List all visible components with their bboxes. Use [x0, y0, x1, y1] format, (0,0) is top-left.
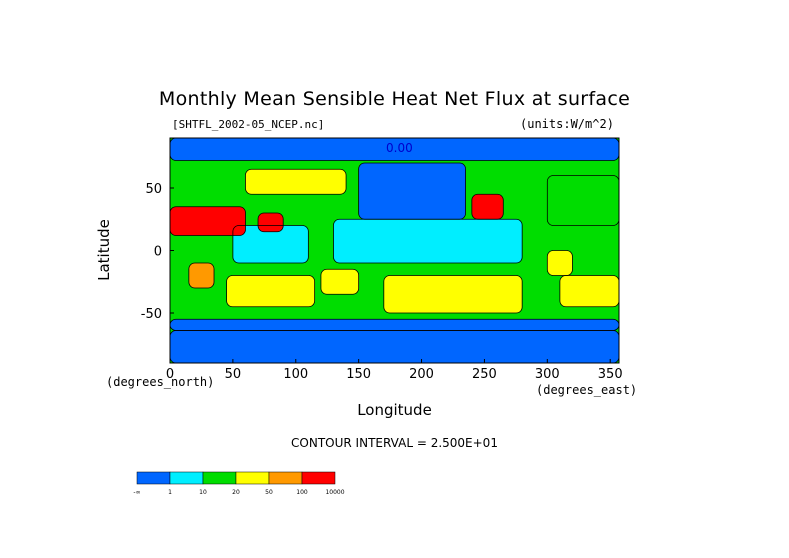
x-tick-label-100: 100	[283, 367, 308, 382]
x-tick-label-200: 200	[409, 367, 434, 382]
region-north-atlantic	[547, 175, 619, 226]
contour-value-label: 0.00	[386, 141, 413, 155]
contour-antarctica	[170, 330, 619, 363]
legend-swatch-5	[301, 471, 336, 485]
contour-tropical-pacific	[333, 218, 523, 264]
region-siberia	[245, 169, 347, 195]
region-north-pacific	[358, 163, 466, 220]
legend-label-2: 10	[199, 489, 207, 496]
x-tick-label-150: 150	[346, 367, 371, 382]
contour-arctic-ocean	[170, 138, 619, 161]
y-tick-label-50: 50	[145, 182, 162, 197]
region-india	[258, 213, 284, 232]
region-north-america-sw	[471, 194, 504, 220]
x-tick-label-350: 350	[598, 367, 623, 382]
y-tick-label-0: 0	[154, 245, 162, 260]
contour-siberia	[245, 168, 347, 195]
legend-swatch-2	[202, 471, 237, 485]
region-southern-ocean-belt	[170, 319, 619, 331]
contour-south-indian-ocean	[226, 275, 316, 308]
y-axis-ticks: -50 0 50	[141, 182, 174, 322]
x-tick-label-50: 50	[225, 367, 242, 382]
region-south-indian-ocean	[226, 275, 315, 307]
chart-title: Monthly Mean Sensible Heat Net Flux at s…	[158, 88, 631, 110]
contour-south-pacific	[383, 275, 523, 314]
legend-label-5: 100	[296, 489, 308, 496]
legend-swatch-0	[136, 471, 171, 485]
x-axis-ticks: 0 50 100 150 200 250 300 350	[166, 359, 623, 382]
contour-sahara-arabia	[170, 206, 246, 236]
region-tropical-pacific	[333, 219, 523, 263]
file-label: [SHTFL_2002-05_NCEP.nc]	[172, 118, 325, 131]
legend-swatch-4	[268, 471, 303, 485]
color-legend: -∞ 1 10 20 50 100 10000	[133, 471, 345, 496]
region-south-pacific	[383, 275, 523, 313]
x-tick-label-0: 0	[166, 367, 174, 382]
legend-swatch-3	[235, 471, 270, 485]
legend-label-0: -∞	[133, 489, 140, 496]
contour-australia	[320, 268, 360, 295]
x-tick-label-300: 300	[535, 367, 560, 382]
legend-label-6: 10000	[325, 489, 344, 496]
contour-south-america-east	[546, 250, 573, 276]
legend-swatch-1	[169, 471, 204, 485]
region-antarctica	[170, 330, 619, 363]
units-label: (units:W/m^2)	[520, 117, 614, 131]
region-southern-africa	[188, 263, 215, 288]
x-axis-units: (degrees_east)	[536, 383, 638, 397]
contour-india	[257, 212, 284, 233]
y-tick-label--50: -50	[141, 307, 162, 322]
contour-indian-ocean	[232, 225, 309, 264]
region-australia	[320, 269, 359, 295]
region-south-atlantic	[559, 275, 619, 307]
region-sahara-arabia	[170, 206, 246, 236]
map-field	[170, 138, 619, 363]
legend-label-3: 20	[232, 489, 240, 496]
legend-label-4: 50	[265, 489, 273, 496]
region-indian-ocean	[232, 225, 309, 263]
region-south-america-east	[547, 250, 573, 276]
x-tick-label-250: 250	[472, 367, 497, 382]
legend-label-1: 1	[168, 489, 172, 496]
y-axis-units: (degrees_north)	[106, 375, 215, 389]
x-axis-label: Longitude	[357, 401, 432, 419]
y-axis-label: Latitude	[95, 219, 113, 281]
contour-southern-africa	[188, 262, 215, 289]
contour-interval-label: CONTOUR INTERVAL = 2.500E+01	[291, 436, 498, 450]
contour-north-america-sw	[471, 193, 504, 220]
region-arctic-ocean	[170, 138, 619, 161]
